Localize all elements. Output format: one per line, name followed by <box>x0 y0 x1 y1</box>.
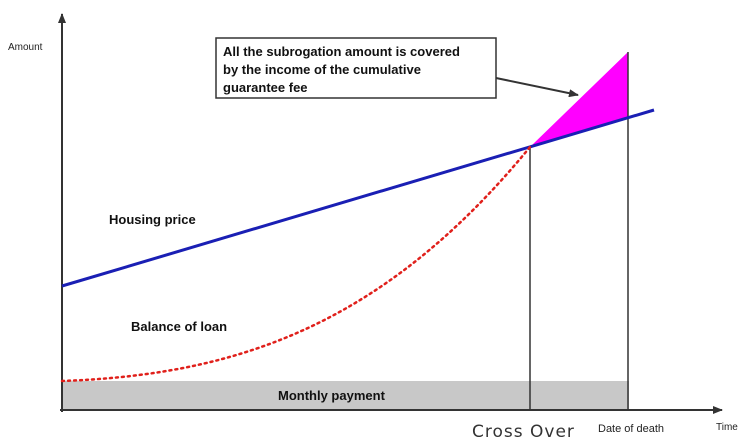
loan-balance-curve <box>60 145 532 383</box>
callout-pointer-arrow <box>495 77 579 98</box>
x-axis-label: Time <box>716 422 738 433</box>
loan-balance-label: Balance of loan <box>131 319 227 334</box>
cross-over-label: Cross Over <box>472 422 575 442</box>
monthly-payment-label: Monthly payment <box>278 388 386 403</box>
housing-price-line <box>61 108 655 288</box>
housing-price-label: Housing price <box>109 212 196 227</box>
covered-subrogation-area <box>530 52 628 147</box>
y-axis-label: Amount <box>8 42 43 53</box>
date-of-death-label: Date of death <box>598 423 664 435</box>
callout-line-2: by the income of the cumulative <box>223 62 421 77</box>
callout-box <box>215 37 497 99</box>
callout-line-3: guarantee fee <box>223 80 308 95</box>
monthly-payment-band <box>62 381 629 410</box>
callout-line-1: All the subrogation amount is covered <box>223 44 460 59</box>
